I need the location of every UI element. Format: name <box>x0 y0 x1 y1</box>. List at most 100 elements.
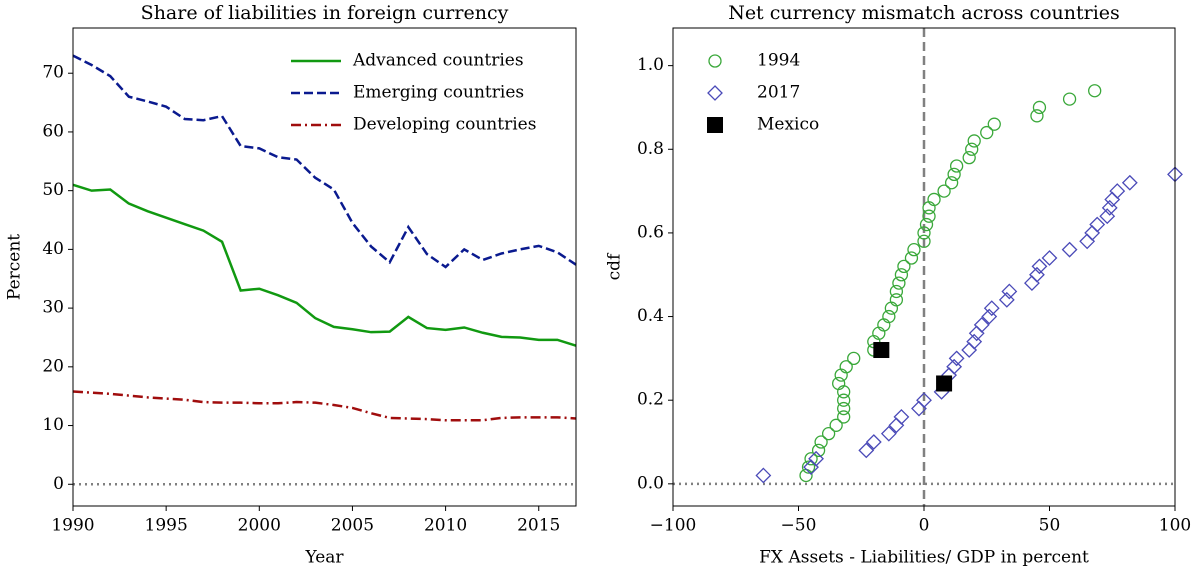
data-point <box>799 468 813 483</box>
data-point <box>917 226 931 240</box>
data-point <box>916 392 932 409</box>
data-point <box>1041 250 1058 266</box>
data-point <box>897 259 911 274</box>
y-tick-label: 0.0 <box>637 473 664 493</box>
data-point <box>967 134 981 148</box>
line-series <box>72 54 577 269</box>
data-point <box>1104 191 1121 208</box>
data-point <box>1061 241 1078 258</box>
data-point <box>946 358 963 375</box>
data-point <box>904 251 919 265</box>
x-tick-label: −50 <box>781 516 817 536</box>
data-point <box>1079 233 1096 250</box>
y-tick-label: 0.6 <box>637 222 664 242</box>
data-point <box>936 375 953 392</box>
legend-swatch <box>707 117 723 133</box>
data-point <box>998 291 1015 308</box>
data-point <box>966 333 983 350</box>
data-point <box>893 409 910 425</box>
legend-label: Emerging countries <box>353 83 524 103</box>
x-tick-label: 1995 <box>145 516 188 536</box>
y-tick-label: 70 <box>42 63 64 83</box>
x-tick-label: 100 <box>1159 516 1191 536</box>
data-point <box>755 467 772 484</box>
plot-frame <box>72 27 577 507</box>
data-point <box>837 393 851 407</box>
data-point <box>839 360 853 374</box>
y-tick-label: 0.2 <box>637 390 664 410</box>
x-axis-label: Year <box>304 548 344 568</box>
data-point <box>880 425 897 442</box>
data-point <box>829 418 843 432</box>
legend-label: Mexico <box>757 115 819 135</box>
y-tick-label: 1.0 <box>637 55 664 75</box>
legend-swatch <box>708 54 722 68</box>
data-point <box>987 117 1001 131</box>
chart: Net currency mismatch across countries FX… <box>605 2 1192 568</box>
line-series <box>72 183 577 347</box>
data-point <box>968 325 985 342</box>
x-tick-label: 50 <box>1039 516 1061 536</box>
legend-label: 1994 <box>757 51 800 71</box>
data-point <box>1121 174 1138 191</box>
data-point <box>1101 199 1118 216</box>
y-axis-label: cdf <box>605 252 625 280</box>
line-series <box>72 390 577 422</box>
data-point <box>889 284 904 299</box>
data-point <box>944 176 959 190</box>
data-point <box>962 150 976 165</box>
x-tick-label: 0 <box>919 516 930 536</box>
plot-frame <box>672 27 1176 507</box>
data-point <box>832 376 846 391</box>
data-point <box>973 317 990 333</box>
data-point <box>865 434 882 450</box>
x-tick-label: 2000 <box>238 516 281 536</box>
data-point <box>808 450 824 467</box>
y-tick-label: 50 <box>42 180 64 200</box>
x-tick-label: 1990 <box>51 516 94 536</box>
data-point <box>1030 109 1044 123</box>
data-point <box>801 460 816 474</box>
x-tick-label: −100 <box>650 516 697 536</box>
data-point <box>948 350 965 367</box>
data-point <box>983 300 1000 317</box>
data-point <box>922 209 936 223</box>
chart: Share of liabilities in foreign currency… <box>5 2 577 568</box>
x-tick-label: 2015 <box>517 516 560 536</box>
legend-swatch <box>707 85 723 101</box>
data-point <box>907 242 921 257</box>
x-axis-label: FX Assets - Liabilities/ GDP in percent <box>759 548 1089 568</box>
data-point <box>919 217 934 232</box>
data-point <box>804 452 818 466</box>
data-point <box>837 410 851 424</box>
y-tick-label: 0.4 <box>637 306 664 326</box>
data-point <box>1062 92 1077 106</box>
legend-label: 2017 <box>757 83 800 103</box>
data-point <box>1084 224 1101 241</box>
y-tick-label: 20 <box>42 356 64 376</box>
y-tick-label: 0.8 <box>637 139 664 159</box>
data-point <box>821 427 836 441</box>
data-point <box>1032 100 1047 115</box>
data-point <box>873 342 890 359</box>
y-tick-label: 40 <box>42 239 64 259</box>
legend-label: Developing countries <box>353 115 536 135</box>
data-point <box>965 142 979 156</box>
y-tick-label: 30 <box>42 298 64 318</box>
chart-title: Net currency mismatch across countries <box>728 2 1120 24</box>
data-point <box>937 184 951 198</box>
data-point <box>917 234 931 248</box>
data-point <box>949 159 964 173</box>
data-point <box>814 435 828 449</box>
y-axis-label: Percent <box>5 234 25 300</box>
legend-label: Advanced countries <box>352 51 524 71</box>
y-tick-label: 10 <box>42 415 64 435</box>
data-point <box>961 342 978 358</box>
data-point <box>980 125 994 140</box>
data-point <box>1089 216 1106 233</box>
data-point <box>1099 208 1116 225</box>
data-point <box>1024 275 1040 292</box>
data-point <box>892 276 906 290</box>
data-point <box>858 442 875 459</box>
